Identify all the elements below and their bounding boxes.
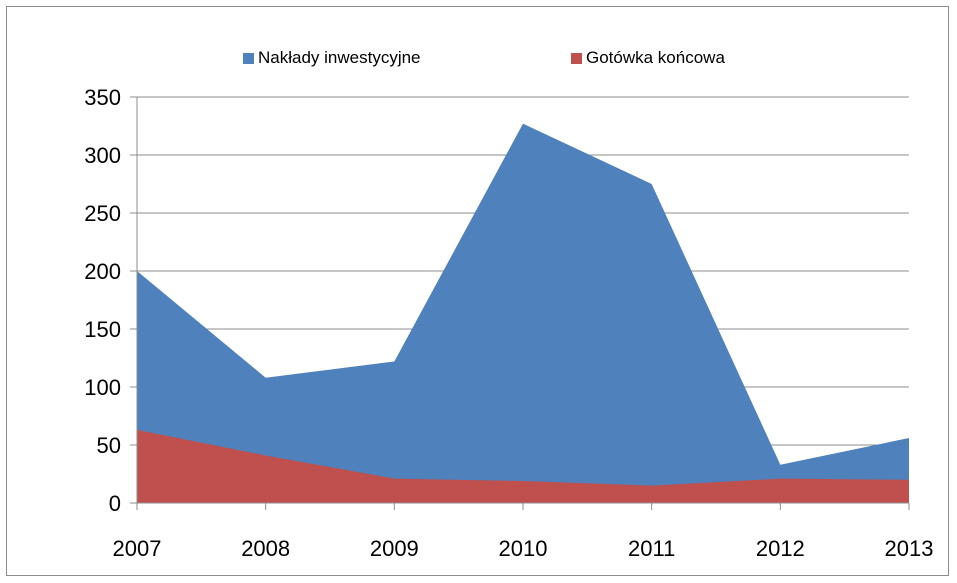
x-tick-label: 2013: [885, 536, 934, 561]
legend-swatch-series-2: [571, 52, 582, 64]
x-tick-label: 2009: [370, 536, 419, 561]
x-tick-label: 2010: [499, 536, 548, 561]
axes: 0 50 100 150 200 250 300 350 2007 2008 2009 2010 201…: [84, 85, 933, 561]
legend-swatch-series-1: [243, 52, 254, 64]
x-tick-label: 2012: [756, 536, 805, 561]
x-tick-label: 2011: [628, 536, 675, 561]
y-tick-label: 0: [109, 491, 121, 516]
legend-label-series-2: Gotówka końcowa: [586, 48, 725, 67]
series-areas: [136, 123, 910, 504]
legend-item-series-1: Nakłady inwestycyjne: [243, 48, 421, 68]
x-tick-label: 2007: [113, 536, 162, 561]
area-series-1: [137, 123, 909, 504]
y-tick-label: 50: [97, 433, 121, 458]
y-tick-label: 250: [84, 201, 121, 226]
y-tick-label: 100: [84, 375, 121, 400]
area-series-2: [137, 429, 909, 503]
y-tick-label: 350: [84, 85, 121, 110]
legend: Nakłady inwestycyjne Gotówka końcowa: [0, 48, 957, 72]
y-tick-label: 150: [84, 317, 121, 342]
x-tick-label: 2008: [241, 536, 290, 561]
legend-label-series-1: Nakłady inwestycyjne: [258, 48, 421, 67]
y-tick-label: 300: [84, 143, 121, 168]
y-tick-label: 200: [84, 259, 121, 284]
legend-item-series-2: Gotówka końcowa: [571, 48, 725, 68]
